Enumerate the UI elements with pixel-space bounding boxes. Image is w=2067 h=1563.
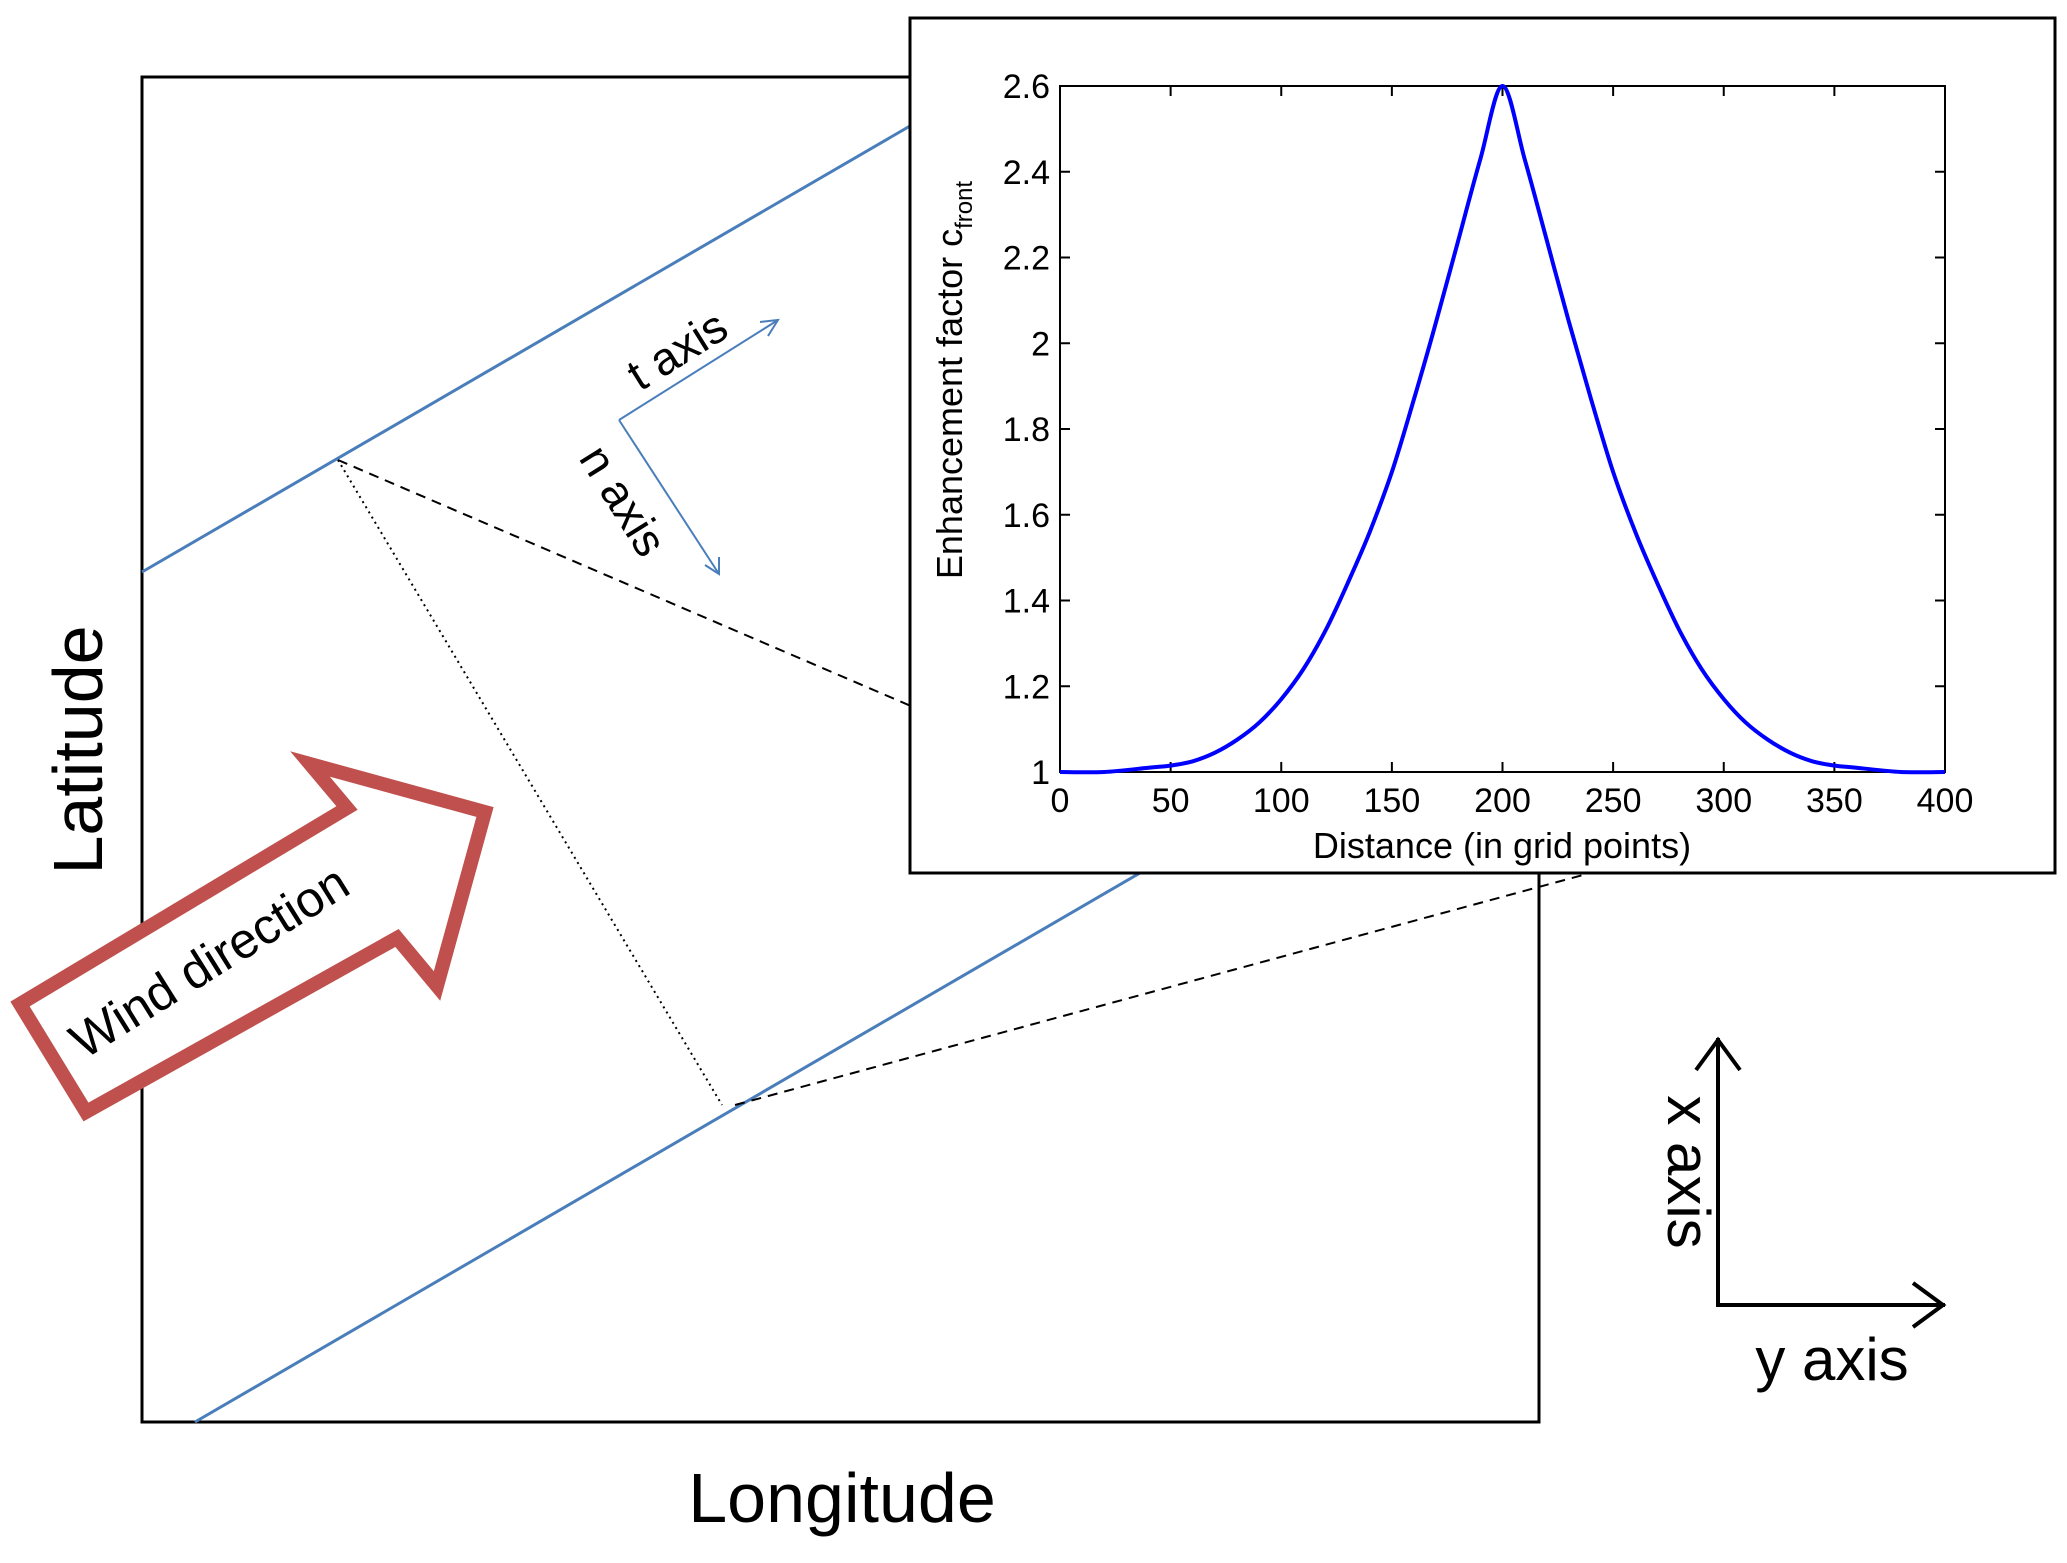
y-tick-label: 1.4 (1003, 583, 1050, 621)
cross-section-line (337, 459, 723, 1106)
y-axis-label: y axis (1755, 1326, 1908, 1393)
y-tick-label: 2.4 (1003, 154, 1050, 192)
t-axis-label: t axis (618, 299, 737, 400)
n-axis-label: n axis (570, 436, 678, 565)
chart-y-label-sub: front (951, 181, 978, 229)
front-line-upper (141, 124, 911, 574)
y-tick-label: 2 (1031, 325, 1050, 363)
x-tick-label: 400 (1917, 782, 1974, 820)
n-axis-arrowhead (704, 557, 720, 576)
n-axis-arrow (618, 419, 720, 575)
x-tick-label: 0 (1051, 782, 1070, 820)
y-tick-label: 2.2 (1003, 240, 1050, 278)
x-tick-label: 250 (1585, 782, 1642, 820)
chart-y-label: Enhancement factor cfront (929, 181, 978, 580)
x-tick-label: 100 (1253, 782, 1310, 820)
y-tick-label: 1.8 (1003, 411, 1050, 449)
x-axis-arrowhead (1694, 1036, 1742, 1072)
zoom-line-lower (734, 775, 1949, 1106)
t-axis-arrow (618, 319, 779, 421)
y-tick-label: 1 (1031, 754, 1050, 792)
y-tick-label: 1.6 (1003, 497, 1050, 535)
latitude-label: Latitude (39, 625, 117, 874)
chart-y-label-main: Enhancement factor c (929, 229, 970, 579)
x-axis-label: x axis (1655, 1095, 1722, 1248)
y-ticks: 1 1.2 1.4 1.6 1.8 2 2.2 2.4 2.6 (1003, 68, 1945, 792)
y-tick-label: 2.6 (1003, 68, 1050, 106)
data-points (1059, 85, 1946, 773)
x-tick-label: 150 (1364, 782, 1421, 820)
longitude-label: Longitude (688, 1459, 996, 1537)
x-ticks: 0 50 100 150 200 250 300 350 400 (1051, 86, 1974, 820)
enhancement-factor-chart: 0 50 100 150 200 250 300 350 400 1 1.2 1.4 1.6 1.8 2 2… (929, 68, 1973, 866)
front-line-lower (194, 868, 1146, 1424)
x-tick-label: 350 (1806, 782, 1863, 820)
x-tick-label: 300 (1695, 782, 1752, 820)
t-axis-arrowhead (759, 318, 780, 337)
chart-x-label: Distance (in grid points) (1313, 825, 1691, 866)
inset-panel (908, 16, 2057, 875)
x-tick-label: 50 (1152, 782, 1190, 820)
y-axis-arrowhead (1911, 1281, 1947, 1329)
wind-direction-arrow (10, 751, 494, 1122)
x-tick-label: 200 (1474, 782, 1531, 820)
y-tick-label: 1.2 (1003, 668, 1050, 706)
